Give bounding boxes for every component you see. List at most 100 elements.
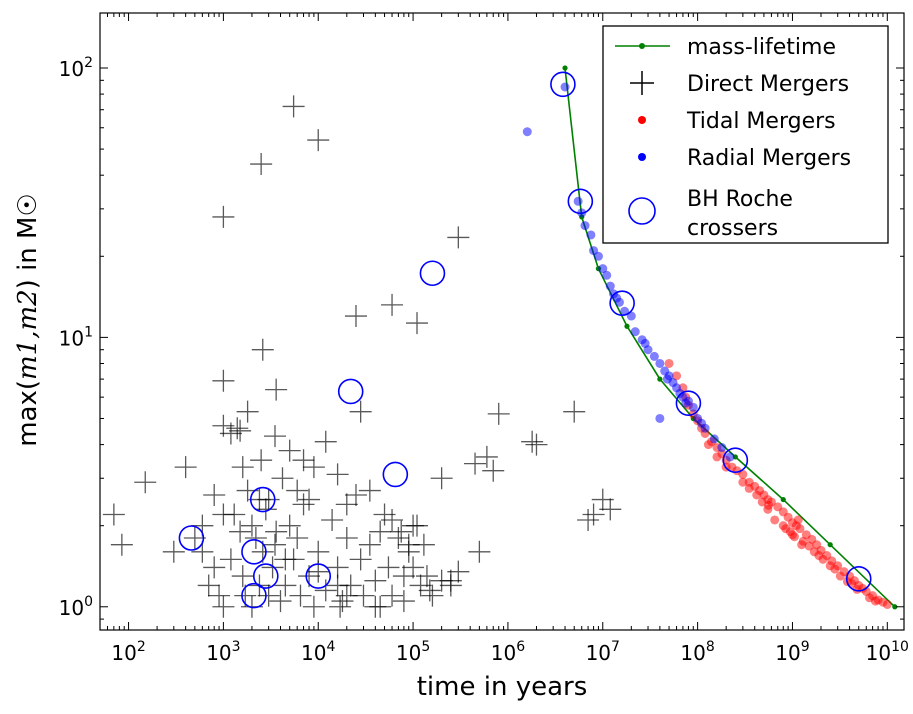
- legend-swatch-direct-mergers: [630, 71, 654, 95]
- radial-merger-point: [593, 251, 603, 261]
- legend-swatch-bh-roche-crossers: [628, 197, 656, 225]
- direct-merger-point: [219, 548, 242, 571]
- x-tick-label: 107: [586, 639, 620, 665]
- tidal-merger-point: [852, 584, 862, 594]
- direct-merger-point: [406, 312, 429, 335]
- direct-merger-point: [231, 565, 254, 588]
- direct-merger-point: [183, 527, 206, 550]
- direct-merger-point: [162, 540, 185, 563]
- direct-merger-point: [392, 565, 415, 588]
- direct-merger-point: [364, 569, 387, 592]
- y-tick-label: 100: [59, 594, 93, 620]
- direct-merger-point: [236, 400, 259, 423]
- tidal-merger-point: [664, 358, 674, 368]
- direct-merger-point: [212, 414, 235, 437]
- direct-merger-point: [314, 430, 337, 453]
- tidal-merger-point: [770, 515, 780, 525]
- radial-merger-point: [662, 374, 672, 384]
- direct-merger-point: [229, 520, 252, 543]
- y-axis-label: max(m1,m2) in M☉: [13, 193, 43, 447]
- tidal-merger-point: [712, 452, 722, 462]
- direct-merger-point: [174, 456, 197, 479]
- x-axis-label: time in years: [417, 672, 588, 702]
- direct-merger-point: [269, 590, 292, 613]
- bh-roche-crosser-point: [337, 378, 364, 405]
- mass-lifetime-point: [780, 496, 786, 503]
- direct-merger-point: [482, 459, 505, 482]
- radial-merger-point: [697, 418, 707, 428]
- tidal-merger-point: [738, 477, 748, 487]
- legend-swatch-tidal-mergers: [638, 116, 646, 124]
- direct-merger-point: [563, 400, 586, 423]
- direct-merger-point: [231, 456, 254, 479]
- plot-marks: [102, 65, 898, 618]
- direct-merger-point: [430, 467, 453, 490]
- radial-merger-point: [655, 358, 665, 368]
- direct-merger-point: [212, 205, 235, 228]
- direct-merger-point: [364, 595, 387, 618]
- tidal-merger-point: [870, 596, 880, 606]
- axis-ticks: [99, 13, 904, 630]
- direct-merger-point: [406, 514, 429, 537]
- bh-roche-crosser-point: [249, 486, 276, 513]
- direct-merger-point: [292, 449, 315, 472]
- tidal-merger-point: [804, 541, 814, 551]
- direct-merger-point: [421, 584, 444, 607]
- bh-roche-crosser-point: [550, 71, 576, 98]
- direct-merger-point: [298, 488, 321, 511]
- y-axis-label-prefix: max(: [13, 380, 43, 447]
- direct-merger-point: [599, 498, 622, 521]
- direct-merger-point: [240, 514, 263, 537]
- direct-merger-point: [250, 153, 273, 176]
- legend: mass-lifetime Direct Mergers Tidal Merge…: [602, 25, 889, 244]
- legend-label-radial-mergers: Radial Mergers: [687, 146, 851, 171]
- direct-merger-point: [226, 417, 249, 440]
- direct-merger-point: [326, 463, 349, 486]
- direct-merger-point: [402, 556, 425, 579]
- radial-merger-point: [560, 82, 570, 92]
- direct-merger-point: [251, 338, 274, 361]
- bh-roche-crosser-point: [567, 188, 594, 215]
- direct-merger-point: [314, 579, 337, 602]
- direct-merger-point: [487, 402, 510, 425]
- radial-merger-point: [688, 402, 698, 412]
- direct-merger-point: [447, 560, 470, 583]
- direct-merger-point: [263, 425, 286, 448]
- tidal-merger-point: [672, 371, 682, 381]
- radial-merger-point: [709, 434, 719, 444]
- legend-label-bh-roche-crossers: BH Roche: [687, 187, 793, 212]
- direct-merger-point: [229, 419, 252, 442]
- bh-roche-crosser-point: [305, 563, 332, 589]
- direct-merger-point: [335, 527, 358, 550]
- bh-roche-crosser-point: [241, 582, 267, 609]
- radial-merger-point: [612, 293, 622, 303]
- direct-merger-point: [321, 508, 344, 531]
- tidal-merger-point: [797, 540, 807, 550]
- bh-roche-crosser-point: [722, 447, 749, 474]
- direct-merger-point: [102, 503, 125, 526]
- direct-merger-point: [349, 548, 372, 571]
- direct-merger-point: [577, 508, 600, 531]
- direct-merger-point: [344, 483, 367, 506]
- y-axis-label-math: m1,m2: [13, 289, 43, 380]
- x-tick-label: 105: [396, 639, 430, 665]
- direct-merger-point: [377, 556, 400, 579]
- direct-merger-point: [409, 574, 432, 597]
- direct-merger-point: [329, 595, 352, 618]
- x-tick-label: 109: [775, 639, 809, 665]
- direct-merger-point: [282, 95, 305, 118]
- direct-merger-point: [390, 520, 413, 543]
- tidal-merger-point: [795, 524, 805, 534]
- direct-merger-point: [468, 540, 491, 563]
- direct-merger-point: [418, 579, 441, 602]
- direct-merger-point: [302, 595, 325, 618]
- direct-merger-point: [134, 471, 157, 494]
- direct-merger-point: [387, 527, 410, 550]
- direct-merger-point: [271, 467, 294, 490]
- mass-lifetime-point: [892, 604, 898, 610]
- x-tick-label: 102: [111, 639, 145, 665]
- direct-merger-point: [278, 514, 301, 537]
- y-tick-label: 102: [59, 55, 93, 81]
- direct-merger-point: [289, 584, 312, 607]
